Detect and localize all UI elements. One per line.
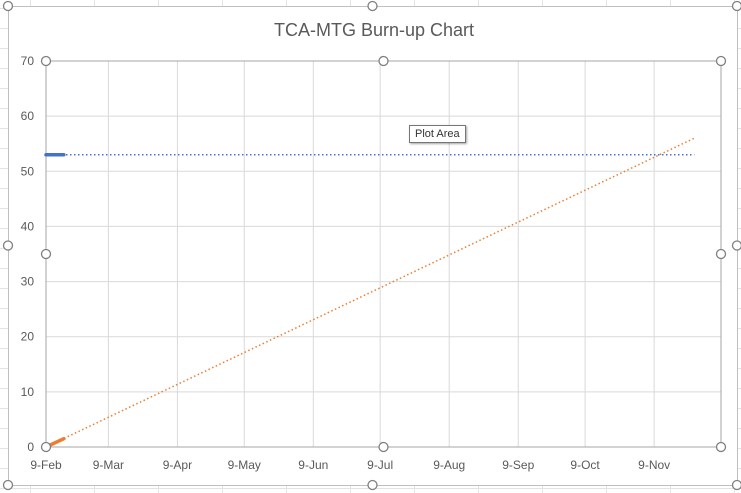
y-tick-label: 20	[21, 330, 35, 344]
plot-area-resize-handle[interactable]	[378, 441, 389, 453]
series-trendline	[45, 137, 695, 448]
axis-labels: 0 10 20 30 40 50 60 70 9-Feb 9-Mar 9-Apr 9-May 9-Jun…	[21, 54, 671, 472]
chart-resize-handle[interactable]	[731, 240, 741, 251]
plot-area-resize-handle[interactable]	[378, 55, 389, 67]
chart-resize-handle[interactable]	[2, 0, 14, 12]
chart-resize-handle[interactable]	[2, 479, 14, 491]
chart-title: TCA-MTG Burn-up Chart	[274, 20, 474, 40]
y-tick-label: 50	[21, 164, 35, 178]
x-tick-label: 9-Apr	[163, 458, 192, 472]
plot-area-tooltip: Plot Area	[409, 125, 466, 143]
x-tick-label: 9-Jun	[298, 458, 328, 472]
y-tick-label: 10	[21, 385, 35, 399]
y-tick-label: 30	[21, 275, 35, 289]
x-tick-label: 9-Aug	[433, 458, 465, 472]
chart-resize-handle[interactable]	[367, 0, 378, 12]
x-tick-label: 9-Sep	[502, 458, 534, 472]
plot-area-border	[45, 60, 722, 448]
series-layer	[44, 137, 695, 449]
plot-area-resize-handle[interactable]	[715, 55, 727, 67]
x-tick-label: 9-Nov	[638, 458, 670, 472]
plot-area-resize-handle[interactable]	[715, 248, 727, 260]
plot-area-resize-handle[interactable]	[40, 248, 52, 260]
chart-resize-handle[interactable]	[731, 0, 741, 12]
y-tick-label: 70	[21, 54, 35, 68]
chart-resize-handle[interactable]	[2, 240, 14, 251]
x-tick-label: 9-Mar	[93, 458, 124, 472]
chart-resize-handle[interactable]	[367, 479, 378, 491]
chart-area[interactable]	[8, 6, 738, 486]
x-tick-label: 9-Feb	[30, 458, 62, 472]
x-tick-label: 9-May	[228, 458, 261, 472]
y-tick-label: 40	[21, 219, 35, 233]
plot-area-resize-handle[interactable]	[715, 441, 727, 453]
gridlines	[45, 60, 722, 448]
plot-area-resize-handle[interactable]	[40, 55, 52, 67]
x-tick-label: 9-Jul	[367, 458, 393, 472]
y-tick-label: 60	[21, 109, 35, 123]
x-tick-label: 9-Oct	[570, 458, 600, 472]
y-tick-label: 0	[27, 440, 34, 454]
chart-resize-handle[interactable]	[731, 479, 741, 491]
plot-area-resize-handle[interactable]	[40, 441, 52, 453]
